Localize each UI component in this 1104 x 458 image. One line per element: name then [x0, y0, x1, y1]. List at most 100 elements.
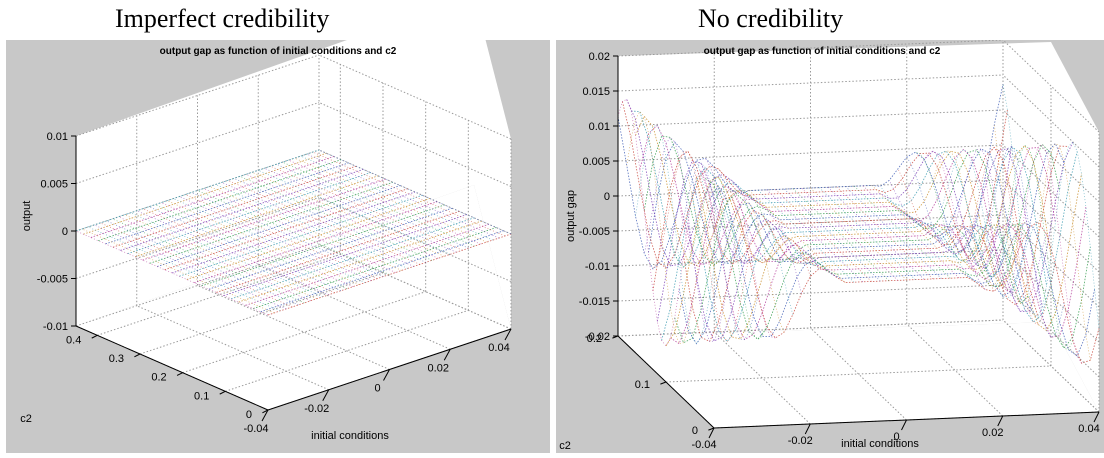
surface-mesh-line — [230, 217, 475, 300]
surface-mesh-line — [87, 226, 281, 312]
surface-mesh-line — [245, 173, 439, 259]
surface-mesh-line — [897, 168, 995, 292]
side-wall-face — [1051, 42, 1099, 412]
surface-mesh-line — [154, 204, 348, 290]
surface-mesh-line — [318, 149, 512, 235]
z-tick-label: -0.005 — [579, 226, 610, 238]
surface-mesh-line — [687, 175, 785, 333]
surface-mesh-line — [801, 188, 899, 281]
surface-mesh-line — [976, 144, 1074, 351]
y-tick-label: 0.4 — [66, 334, 81, 346]
left-surface-plot: -0.04 -0.02 0 0.02 0.04 0 0.1 0.2 0.3 0.4-0.01 -0.… — [20, 0, 512, 442]
z-tick-label: 0.005 — [40, 179, 68, 191]
surface-mesh-line — [967, 146, 1065, 338]
y-axis-line — [75, 325, 269, 411]
y-axis-label: c2 — [20, 413, 32, 425]
surface-mesh-line — [227, 180, 421, 265]
x-tick-label: 0 — [374, 383, 380, 395]
surface-mesh-line — [106, 220, 299, 306]
surface-mesh-line — [253, 227, 497, 309]
floor-face — [76, 185, 511, 410]
zgrid-side-line — [1002, 39, 1100, 133]
y-tick-mark — [176, 372, 183, 376]
surface-mesh-line — [270, 165, 463, 251]
surface-mesh-line — [731, 189, 829, 271]
surface-mesh-line — [678, 142, 1065, 345]
surface-mesh-line — [854, 185, 951, 279]
y-tick-mark — [134, 353, 141, 358]
surface-mesh-line — [775, 189, 872, 282]
surface-mesh-line — [260, 230, 504, 313]
surface-mesh-line — [282, 161, 475, 247]
y-tick-label: 0.3 — [109, 353, 124, 365]
surface-mesh-line — [179, 196, 372, 281]
surface-mesh-line — [120, 169, 364, 251]
surface-mesh-line — [142, 208, 335, 294]
zgrid-side-line — [1002, 74, 1100, 168]
x-tick-mark — [383, 369, 390, 381]
z-tick-label: -0.01 — [43, 321, 68, 333]
surface-mesh-line — [705, 158, 802, 294]
surface-mesh-line — [810, 187, 907, 281]
surface-mesh-line — [238, 220, 482, 303]
y-tick-mark — [660, 381, 667, 385]
surface-mesh-line — [661, 162, 759, 340]
surface-mesh-line — [631, 110, 1017, 278]
surface-mesh-line — [203, 188, 396, 273]
x-tick-mark — [804, 423, 811, 435]
surface-mesh-line — [197, 190, 390, 275]
surface-mesh-line — [233, 178, 427, 263]
surface-mesh-line — [959, 146, 1056, 325]
surface-mesh-line — [784, 188, 881, 282]
surface-mesh-line — [112, 218, 305, 304]
z-tick-label: 0.01 — [589, 121, 610, 133]
surface-mesh-line — [264, 167, 457, 253]
surface-mesh-line — [149, 181, 393, 264]
surface-mesh-line — [652, 146, 1039, 317]
z-tick-label: 0.02 — [589, 51, 610, 63]
back-wall-face — [618, 42, 1051, 336]
right-heading: No credibility — [698, 4, 844, 33]
surface-mesh-line — [749, 190, 846, 283]
x-tick-label: 0.02 — [428, 362, 449, 374]
surface-mesh-line — [94, 224, 287, 310]
surface-mesh-line — [179, 194, 423, 277]
x-tick-mark — [443, 349, 451, 361]
surface-mesh-line — [127, 172, 371, 254]
x-tick-mark — [901, 419, 907, 431]
surface-mesh-line — [208, 207, 453, 290]
y-tick-label: 0 — [692, 425, 698, 437]
back-wall-face — [76, 0, 474, 326]
surface-mesh-line — [871, 185, 969, 278]
surface-mesh-line — [130, 212, 323, 298]
surface-mesh-line — [201, 204, 445, 287]
y-tick-label: 0.1 — [635, 379, 650, 391]
z-axis-label: output gap — [565, 190, 577, 242]
surface-mesh-line — [294, 157, 487, 243]
surface-mesh-line — [792, 188, 890, 281]
surface-mesh-line — [1002, 84, 1100, 329]
surface-mesh-line — [766, 189, 864, 283]
x-tick-mark — [322, 389, 330, 401]
x-axis-label: initial conditions — [311, 430, 389, 442]
surface-mesh-line — [267, 233, 512, 316]
surface-mesh-line — [160, 202, 354, 287]
surface-mesh-line — [194, 201, 438, 284]
surface-mesh-line — [157, 185, 401, 267]
zgrid-back-line — [75, 197, 320, 279]
surface-mesh-line — [90, 156, 334, 238]
x-tick-label: 0.04 — [1078, 423, 1099, 435]
z-tick-label: 0.01 — [47, 131, 68, 143]
zgrid-side-line — [1002, 109, 1100, 203]
surface-mesh-line — [950, 148, 1047, 312]
surface-mesh-line — [757, 189, 855, 283]
ygrid-floor-line — [225, 309, 469, 392]
y-tick-mark — [262, 409, 269, 414]
surface-mesh-line — [75, 149, 320, 232]
surface-mesh-line — [124, 214, 317, 300]
zgrid-back-line — [75, 244, 320, 327]
surface-mesh-line — [932, 150, 1030, 286]
ygrid-floor-line — [182, 291, 426, 374]
x-tick-mark — [708, 427, 715, 439]
x-axis-label: initial conditions — [841, 438, 919, 450]
